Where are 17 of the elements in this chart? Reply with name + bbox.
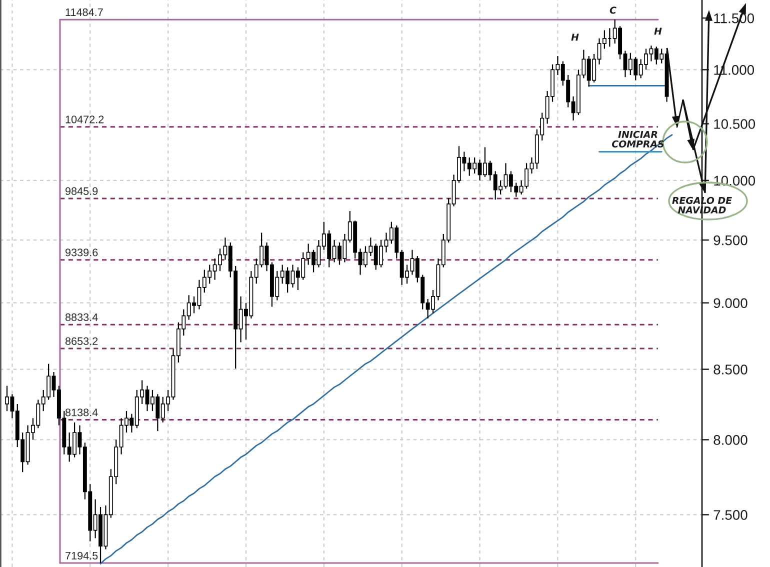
y-tick-label: 8.500 (714, 364, 748, 374)
ref-line-label: 8653.2 (65, 337, 98, 345)
ref-line-label: 10472.2 (66, 116, 104, 124)
y-tick-label: 10.500 (714, 119, 756, 129)
y-tick-label: 9.000 (714, 298, 748, 308)
ref-line-label: 8833.4 (65, 313, 98, 322)
ref-line-label: 8138.4 (65, 408, 98, 416)
y-tick-label: 7.500 (714, 510, 748, 520)
ref-line-label: 9845.9 (66, 187, 98, 195)
ref-line-label: 11484.7 (66, 8, 103, 16)
y-tick-label: 8.000 (714, 435, 748, 445)
ref-line-label: 7194.5 (66, 552, 98, 560)
annotation: C (610, 6, 616, 14)
ref-line-label: 9339.6 (66, 248, 98, 256)
y-tick-label: 9.500 (714, 235, 748, 246)
annotation: H (571, 34, 579, 41)
annotation: H (654, 28, 662, 35)
